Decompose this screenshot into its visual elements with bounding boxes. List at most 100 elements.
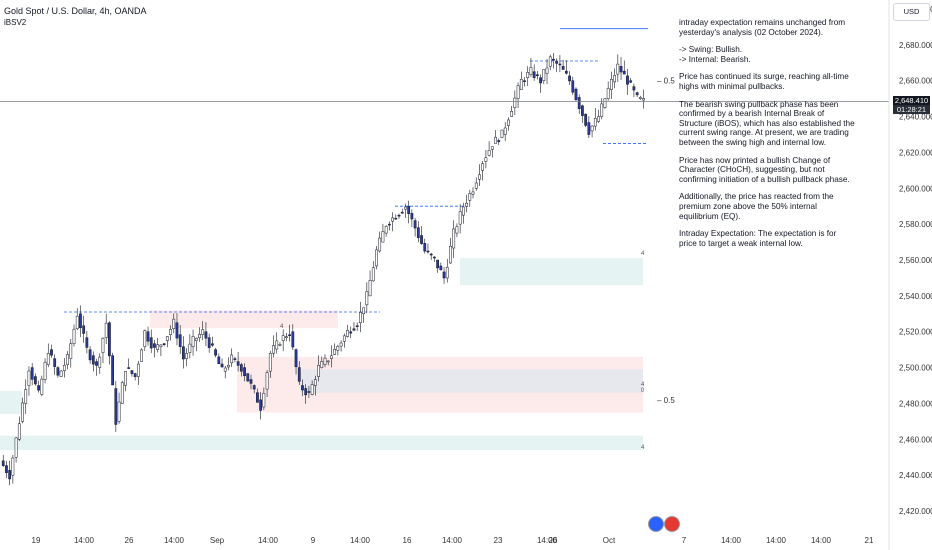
symbol-title: Gold Spot / U.S. Dollar, 4h, OANDA [4,6,147,16]
candle-body [201,329,205,335]
x-tick-label: 9 [311,536,316,545]
candle-body [474,182,478,189]
candle-body [584,113,588,126]
candle-body [342,335,346,342]
candle-body [423,243,427,252]
candle-body [82,325,86,334]
y-tick-label: 2,440.000 [899,471,932,480]
candle-body [104,322,108,338]
x-tick-label: 14:00 [811,536,832,545]
note-paragraph: intraday expectation remains unchanged f… [679,18,846,37]
candle-body [120,382,124,404]
x-tick-label: 16 [403,536,412,545]
candle-body [458,211,462,225]
candle-body [294,349,298,368]
candle-body [185,353,189,359]
candle-body [638,97,642,99]
candle-body [442,271,446,279]
y-tick-label: 2,620.000 [899,148,932,157]
candle-body [53,358,57,367]
candle-body [130,370,134,374]
candle-body [223,367,227,372]
candle-body [111,355,115,386]
zone-mark: 4 [641,445,645,451]
note-paragraph: Intraday Expectation: The expectation is… [679,229,837,248]
candle-body [471,191,475,195]
candle-body [571,80,575,93]
last-price-value: 2,648.410 [894,96,929,106]
zone-mark: 4 [641,382,645,388]
candle-body [378,237,382,252]
supply-zone [150,310,338,329]
candle-body [159,344,163,347]
candle-body [384,226,388,234]
x-tick-label: Sep [210,536,225,545]
candle-body [281,335,285,341]
candle-body [178,334,182,347]
y-tick-label: 2,540.000 [899,292,932,301]
candle-body [310,384,314,395]
candle-body [330,355,333,359]
note-paragraph: Price has now printed a bullish Change o… [679,155,850,184]
y-tick-label: 2,640.000 [899,113,932,122]
candle-body [622,70,626,75]
candle-body [433,256,436,259]
candle-body [606,88,610,99]
candle-body [362,307,365,315]
candle-body [413,220,417,229]
candle-body [220,363,224,368]
candle-body [85,337,89,348]
candle-body [275,340,279,350]
x-tick-label: 14:00 [350,536,371,545]
candle-body [1,460,5,466]
candle-body [252,385,256,390]
candle-body [211,343,214,346]
candle-body [239,364,243,372]
note-paragraph: Additionally, the price has reacted from… [679,192,834,221]
candle-body [339,342,343,347]
candle-body [542,69,546,81]
candle-body [519,78,523,90]
candle-body [523,80,526,82]
candle-body [285,336,288,338]
analysis-notes: intraday expectation remains unchanged f… [679,18,855,256]
candle-body [333,348,337,355]
candle-body [445,267,449,279]
candle-body [262,393,266,408]
candle-body [17,423,21,440]
candle-body [313,379,317,386]
candle-body [320,361,324,368]
candle-body [497,140,501,143]
candle-body [513,97,517,108]
candle-body [561,66,565,70]
candle-body [79,313,82,329]
candle-body [539,77,542,84]
currency-flag-icon[interactable] [648,516,664,532]
eq-label: – 0.5 [657,396,675,405]
candle-body [146,331,150,342]
candle-body [642,98,645,101]
candle-body [394,217,398,220]
candle-body [140,349,143,362]
y-tick-label: 2,560.000 [899,256,932,265]
candle-body [272,345,275,354]
candle-body [37,385,40,391]
candle-body [436,259,440,269]
x-tick-label: 26 [549,536,558,545]
y-tick-label: 2,460.000 [899,435,932,444]
candle-body [555,61,559,64]
candle-body [66,354,69,365]
candle-body [600,103,604,117]
candle-body [75,315,79,329]
candle-body [568,75,571,82]
candle-body [88,349,92,361]
candle-body [301,385,304,391]
candle-body [214,349,217,356]
y-tick-label: 2,420.000 [899,507,932,516]
demand-zone [0,435,643,451]
y-tick-label: 2,660.000 [899,77,932,86]
currency-flag-icon[interactable] [664,516,680,532]
currency-button[interactable]: USD [893,3,930,21]
candle-body [108,322,111,357]
